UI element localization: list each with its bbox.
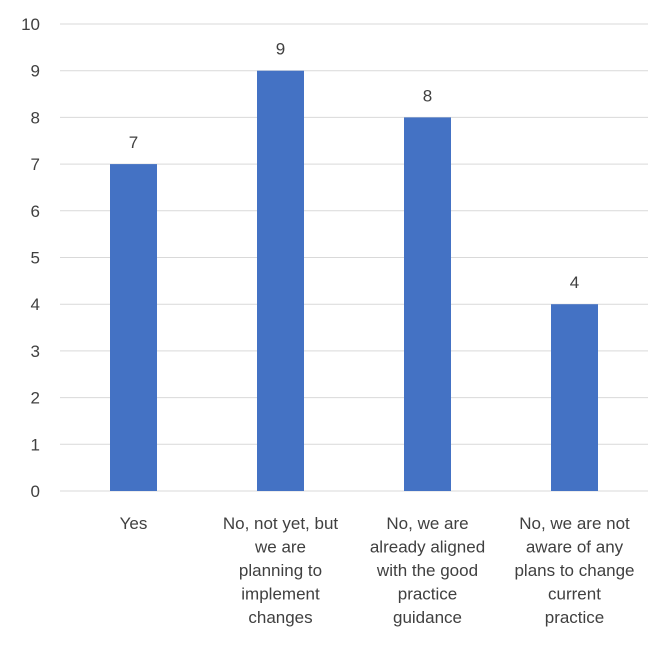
x-category-label-line: plans to change (514, 561, 634, 580)
bar (551, 304, 598, 491)
x-category-label-line: current (548, 585, 601, 604)
x-category-label-line: planning to (239, 561, 322, 580)
y-tick-label: 10 (21, 15, 40, 34)
y-tick-label: 9 (31, 62, 40, 81)
x-category-label: No, we are not aware of any plans to chang… (514, 514, 634, 627)
x-category-label-line: already aligned (370, 538, 485, 557)
x-category-label-line: practice (398, 585, 458, 604)
x-category-label: No, we are already aligned with the good pr… (370, 514, 485, 627)
x-category-label: No, not yet, but we are planning to impleme… (223, 514, 339, 627)
gridlines (60, 23, 648, 492)
x-category-label: Yes (120, 514, 148, 533)
data-label: 7 (129, 133, 138, 152)
y-tick-label: 0 (31, 482, 40, 501)
data-label: 9 (276, 40, 285, 59)
bars (110, 70, 598, 492)
x-category-label-line: we are (254, 538, 306, 557)
y-tick-label: 2 (31, 389, 40, 408)
x-category-label-line: guidance (393, 608, 462, 627)
x-category-label-line: No, we are (386, 514, 468, 533)
bar (404, 117, 451, 492)
y-tick-label: 5 (31, 249, 40, 268)
x-category-label-line: Yes (120, 514, 148, 533)
x-category-label-line: implement (241, 585, 320, 604)
data-label: 8 (423, 86, 432, 105)
x-category-label-line: No, we are not (519, 514, 630, 533)
x-category-label-line: with the good (376, 561, 478, 580)
bar (257, 70, 304, 491)
y-tick-label: 4 (31, 295, 40, 314)
y-tick-label: 3 (31, 342, 40, 361)
x-category-label-line: changes (248, 608, 312, 627)
y-tick-label: 8 (31, 108, 40, 127)
y-tick-label: 7 (31, 155, 40, 174)
bar (110, 164, 157, 491)
data-label: 4 (570, 273, 579, 292)
x-category-label-line: practice (545, 608, 605, 627)
x-category-label-line: No, not yet, but (223, 514, 339, 533)
data-labels: 7 9 8 4 (129, 40, 579, 293)
y-tick-label: 6 (31, 202, 40, 221)
y-tick-label: 1 (31, 435, 40, 454)
y-axis-tick-labels: 0 1 2 3 4 5 6 7 8 9 10 (21, 15, 40, 501)
x-category-label-line: aware of any (526, 538, 624, 557)
x-axis-category-labels: Yes No, not yet, but we are planning to impl… (120, 514, 635, 627)
